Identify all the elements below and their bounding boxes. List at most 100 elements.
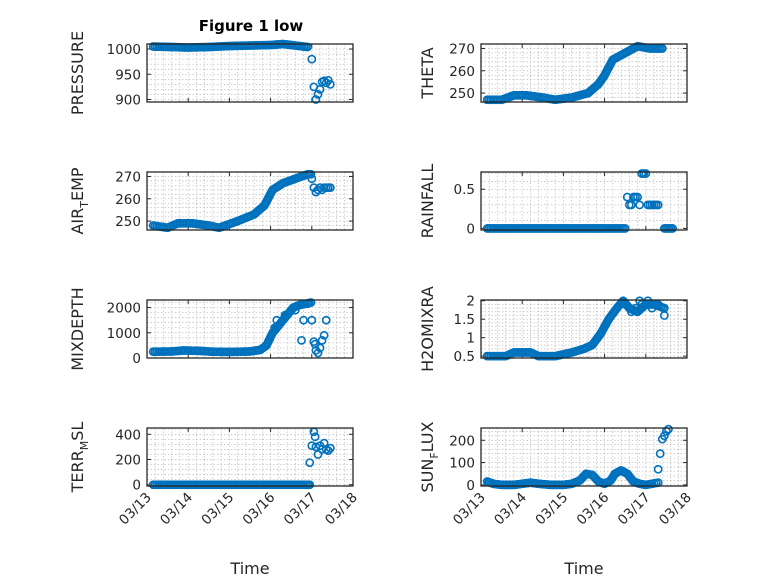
- data-point: [307, 441, 317, 451]
- y-tick-label: 0: [466, 478, 475, 494]
- x-tick-label: 03/16: [240, 490, 279, 529]
- x-tick-label: 03/17: [281, 490, 320, 529]
- plot-area: [147, 428, 353, 486]
- data-point: [307, 315, 317, 325]
- y-axis-label: THETA: [418, 47, 437, 99]
- data-point: [307, 54, 317, 64]
- y-tick-label: 0.5: [454, 182, 475, 198]
- subplot-8: 0 100 200 03/13 03/14 03/15 03/16 03/17 03/18 SUN…: [418, 421, 695, 578]
- y-axis-label-tail: SL: [68, 422, 87, 441]
- y-axis-label-main: AIR: [68, 208, 87, 235]
- data-point: [653, 464, 663, 474]
- subplot-3: 250 260 270 AIRTEMP: [68, 167, 354, 235]
- data-point: [297, 335, 306, 345]
- y-tick-label: 1000: [107, 42, 141, 58]
- x-tick-label: 03/17: [615, 490, 654, 529]
- y-axis-label: RAINFALL: [418, 164, 437, 239]
- y-axis-label-main: THETA: [418, 47, 437, 99]
- axes-box: [146, 299, 354, 359]
- y-axis-label-main: SUN: [418, 459, 437, 493]
- data-point: [310, 432, 320, 442]
- y-tick-label: 0.5: [454, 349, 475, 365]
- data-point: [325, 79, 335, 89]
- data-point: [317, 335, 327, 345]
- data-point: [306, 169, 316, 179]
- y-tick-label: 250: [449, 86, 475, 102]
- data-point: [280, 310, 290, 320]
- y-tick-label: 200: [115, 453, 141, 469]
- data-point: [620, 224, 630, 233]
- data-point: [643, 296, 653, 306]
- x-tick-label: 03/14: [157, 490, 196, 529]
- data-point: [622, 192, 632, 202]
- axes-box: [480, 171, 688, 231]
- figure-title: Figure 1 low: [199, 17, 304, 35]
- y-tick-label: 1.5: [454, 312, 475, 328]
- data-point: [315, 343, 325, 353]
- data-point: [653, 300, 663, 309]
- y-tick-label: 270: [449, 41, 475, 57]
- y-axis-label: PRESSURE: [68, 31, 87, 115]
- y-tick-label: 950: [115, 67, 141, 83]
- data-point: [641, 169, 651, 178]
- axes-box: [480, 299, 688, 359]
- x-tick-label: 03/13: [116, 490, 155, 529]
- data-point: [299, 315, 308, 325]
- subplot-6: 0.5 1 1.5 2 H2OMIXRA: [418, 286, 688, 372]
- axes-box: [146, 43, 354, 103]
- data-point: [313, 90, 323, 99]
- y-tick-label: 900: [115, 92, 141, 108]
- data-point: [635, 200, 645, 210]
- y-axis-label-sub: F: [428, 452, 441, 458]
- axes-box: [146, 427, 354, 487]
- axes-box: [480, 427, 688, 487]
- y-axis-label-tail: EMP: [68, 167, 87, 201]
- y-tick-label: 2000: [107, 301, 141, 317]
- data-point: [315, 183, 325, 193]
- data-point: [655, 449, 665, 459]
- x-tick-label: 03/15: [532, 490, 571, 529]
- x-tick-label: 03/14: [491, 490, 530, 529]
- data-point: [620, 300, 630, 309]
- y-tick-label: 400: [115, 427, 141, 443]
- data-point: [633, 192, 642, 202]
- data-point: [657, 44, 667, 53]
- y-tick-label: 250: [115, 214, 141, 230]
- data-point: [272, 315, 282, 325]
- y-axis-label-sub: T: [78, 201, 91, 209]
- y-axis-label-tail: LUX: [418, 421, 437, 452]
- data-point: [290, 305, 300, 315]
- y-axis-label-main: TERR: [68, 450, 87, 493]
- y-tick-label: 1: [466, 331, 475, 347]
- data-point: [631, 303, 640, 313]
- y-axis-label: SUNFLUX: [418, 421, 441, 492]
- y-axis-label: TERRMSL: [68, 422, 91, 494]
- y-tick-label: 0: [132, 478, 141, 494]
- data-point: [653, 200, 663, 210]
- subplot-1: 900 950 1000 PRESSURE: [68, 31, 354, 115]
- axes-box: [146, 171, 354, 231]
- x-axis-label: Time: [563, 559, 603, 578]
- y-tick-label: 1000: [107, 326, 141, 342]
- data-point: [626, 200, 636, 210]
- y-axis-label: MIXDEPTH: [68, 287, 87, 370]
- y-axis-label-main: H2OMIXRA: [418, 286, 437, 372]
- y-tick-label: 0: [466, 221, 475, 237]
- data-point: [637, 300, 647, 309]
- data-point: [325, 443, 335, 453]
- data-point: [270, 323, 280, 333]
- subplot-2: 250 260 270 THETA: [418, 41, 688, 105]
- y-tick-label: 260: [115, 192, 141, 208]
- subplot-7: 0 200 400 03/13 03/14 03/15 03/16 03/17 03/18 TER…: [68, 422, 361, 578]
- data-point: [668, 224, 677, 233]
- subplot-5: 0 1000 2000 MIXDEPTH: [68, 287, 354, 371]
- y-axis-label-main: PRESSURE: [68, 31, 87, 115]
- data-point: [659, 311, 669, 320]
- y-tick-label: 260: [449, 64, 475, 80]
- data-point: [311, 95, 321, 104]
- y-axis-label-main: MIXDEPTH: [68, 287, 87, 370]
- data-point: [305, 480, 315, 490]
- y-tick-label: 2: [466, 294, 475, 310]
- data-point: [313, 348, 323, 358]
- y-tick-label: 0: [132, 351, 141, 367]
